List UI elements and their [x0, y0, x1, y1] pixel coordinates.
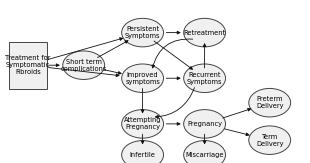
Text: Term
Delivery: Term Delivery — [256, 134, 283, 147]
Text: Improved
symptoms: Improved symptoms — [125, 72, 160, 85]
Ellipse shape — [184, 141, 226, 163]
Ellipse shape — [184, 18, 226, 47]
Text: Preterm
Delivery: Preterm Delivery — [256, 96, 283, 109]
FancyBboxPatch shape — [8, 42, 47, 89]
Ellipse shape — [249, 126, 291, 155]
Ellipse shape — [184, 64, 226, 92]
Ellipse shape — [63, 51, 105, 80]
Text: Miscarriage: Miscarriage — [185, 152, 224, 158]
Text: Treatment for
Symptomatic
Fibroids: Treatment for Symptomatic Fibroids — [5, 55, 51, 75]
Ellipse shape — [184, 110, 226, 138]
Text: Infertile: Infertile — [130, 152, 156, 158]
Ellipse shape — [249, 88, 291, 117]
Text: Recurrent
Symptoms: Recurrent Symptoms — [187, 72, 222, 85]
Ellipse shape — [122, 18, 164, 47]
Text: Persistent
Symptoms: Persistent Symptoms — [125, 26, 160, 39]
Text: Pregnancy: Pregnancy — [187, 121, 222, 127]
Text: Short term
complications: Short term complications — [60, 59, 107, 72]
Ellipse shape — [122, 141, 164, 163]
Ellipse shape — [122, 110, 164, 138]
Text: Retreatment: Retreatment — [184, 30, 226, 36]
Text: Attempting
Pregnancy: Attempting Pregnancy — [124, 117, 161, 130]
Ellipse shape — [122, 64, 164, 92]
